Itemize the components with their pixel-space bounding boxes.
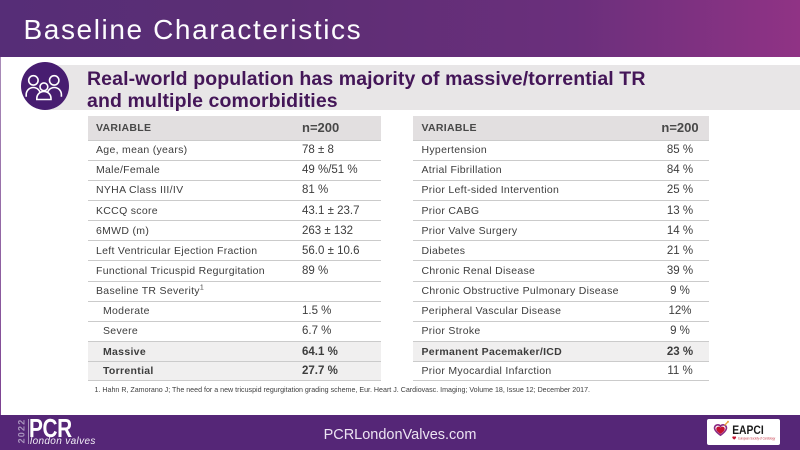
svg-text:European Society of Cardiology: European Society of Cardiology [738, 436, 775, 440]
svg-text:EAPCI: EAPCI [732, 423, 764, 437]
